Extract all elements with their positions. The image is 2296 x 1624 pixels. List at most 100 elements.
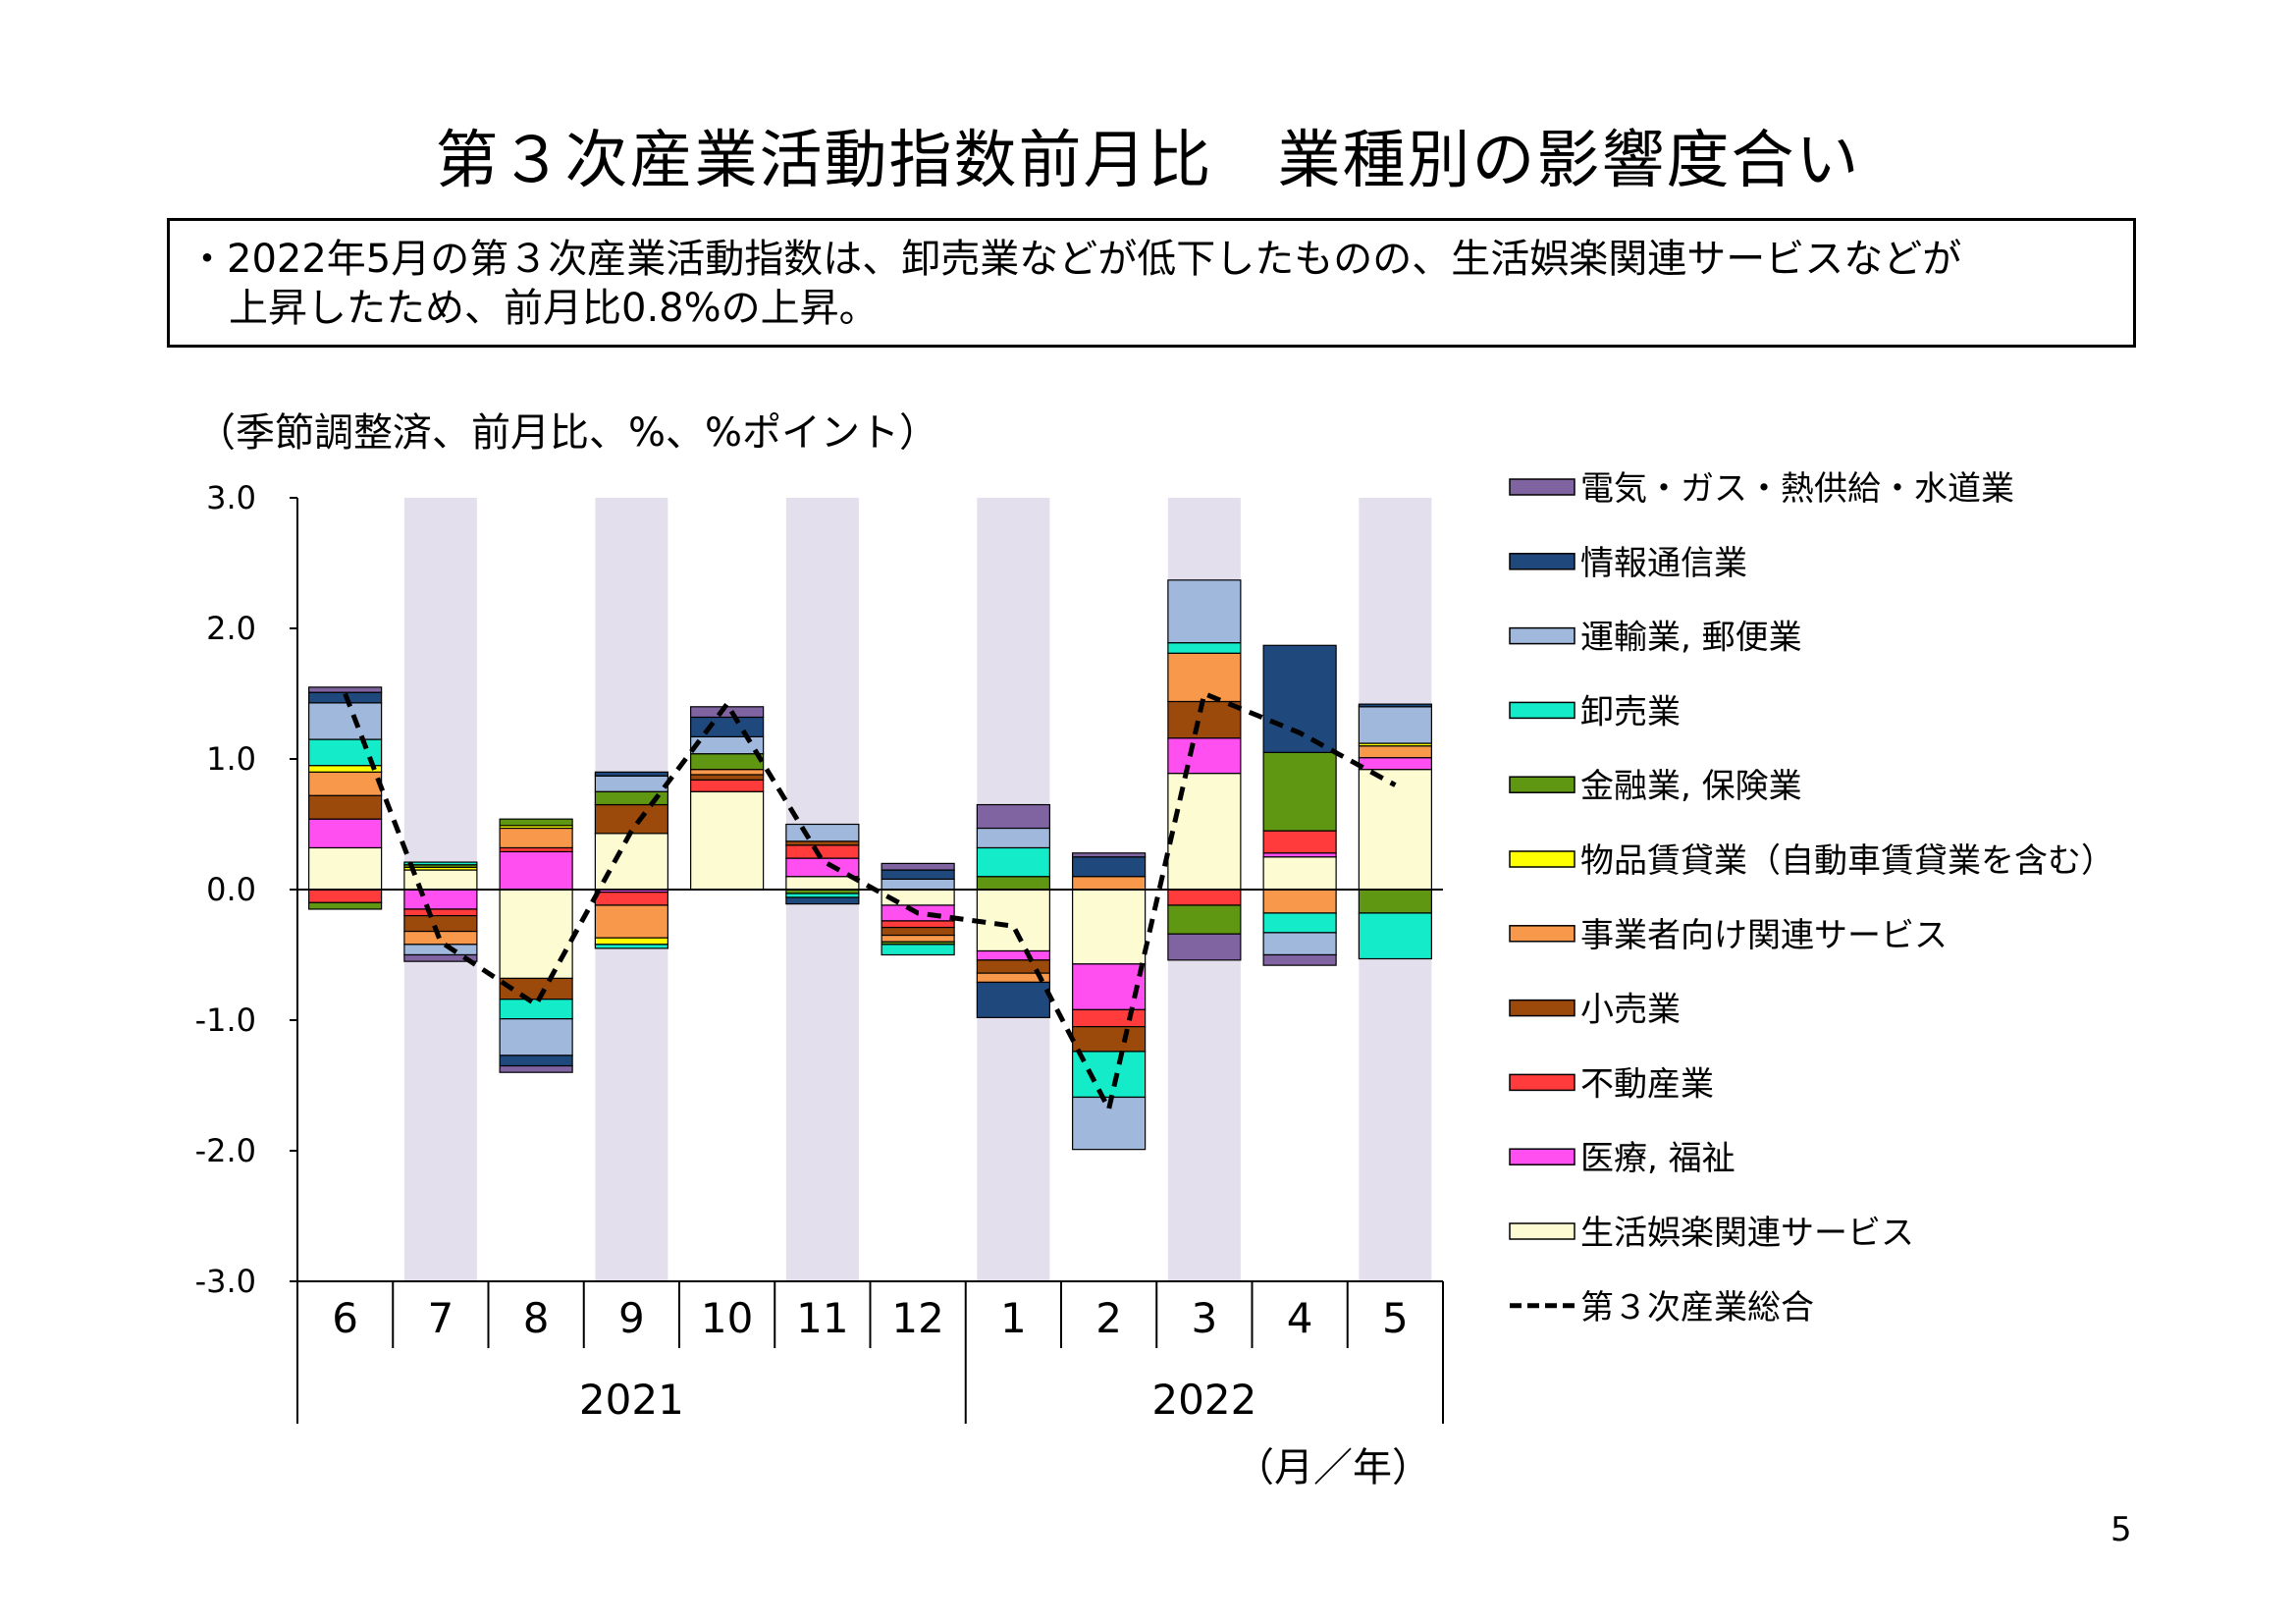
bar-segment-7-s4 (403, 930, 478, 946)
bar-segment-12-s8 (881, 878, 955, 891)
bar-segment-7-s8 (403, 944, 478, 956)
x-tick-label: 9 (618, 1294, 645, 1342)
bar-segment-5-s9 (1358, 703, 1432, 708)
bar-segment-2-s0 (1072, 889, 1147, 965)
bar-segment-7-s7 (403, 861, 478, 866)
bar-segment-6-s10 (308, 686, 383, 693)
bar-segment-3-s10 (1167, 933, 1242, 961)
bar-segment-9-s5 (594, 937, 668, 946)
bar-segment-8-s10 (499, 1064, 573, 1073)
bar-segment-3-s0 (1167, 773, 1242, 891)
legend-label: 金融業, 保険業 (1580, 767, 1802, 806)
bar-segment-8-s1 (499, 850, 573, 891)
bar-segment-12-s4 (881, 934, 955, 943)
year-label: 2022 (1151, 1376, 1256, 1424)
bar-segment-2-s4 (1072, 876, 1147, 891)
legend-swatch (1509, 776, 1575, 793)
x-tick-label: 6 (332, 1294, 358, 1342)
bar-segment-10-s8 (690, 735, 765, 755)
bar-segment-3-s4 (1167, 652, 1242, 703)
legend-label: 第３次産業総合 (1580, 1288, 1814, 1327)
summary-box: ・2022年5月の第３次産業活動指数は、卸売業などが低下したものの、生活娯楽関連… (167, 218, 2136, 348)
bar-segment-1-s1 (976, 949, 1050, 961)
year-label: 2021 (579, 1376, 684, 1424)
bar-segment-2-s1 (1072, 963, 1147, 1010)
page-number: 5 (2110, 1510, 2132, 1549)
bar-segment-12-s10 (881, 862, 955, 871)
x-tick-label: 8 (523, 1294, 550, 1342)
legend-label: 電気・ガス・熱供給・水道業 (1580, 469, 2014, 509)
bar-segment-6-s2 (308, 889, 383, 903)
bar-segment-3-s6 (1167, 904, 1242, 935)
legend-label: 医療, 福祉 (1580, 1139, 1735, 1178)
bar-segment-8-s7 (499, 999, 573, 1020)
bar-segment-4-s10 (1262, 953, 1337, 966)
bar-segment-3-s8 (1167, 579, 1242, 644)
bar-segment-4-s4 (1262, 889, 1337, 914)
legend-label: 物品賃貸業（自動車賃貸業を含む） (1580, 841, 2114, 881)
bar-segment-10-s9 (690, 716, 765, 737)
bar-segment-4-s0 (1262, 856, 1337, 891)
bar-segment-5-s6 (1358, 889, 1432, 914)
legend-label: 運輸業, 郵便業 (1580, 619, 1802, 658)
y-tick-label: -2.0 (195, 1132, 256, 1169)
bar-segment-1-s0 (976, 889, 1050, 952)
legend-label: 事業者向け関連サービス (1580, 916, 1948, 955)
y-tick-label: -1.0 (195, 1001, 256, 1039)
bar-segment-6-s0 (308, 846, 383, 891)
bar-segment-8-s6 (499, 818, 573, 827)
bar-segment-6-s1 (308, 818, 383, 849)
bar-segment-9-s7 (594, 944, 668, 949)
bar-segment-8-s0 (499, 889, 573, 980)
bar-segment-4-s6 (1262, 751, 1337, 832)
bar-segment-1-s10 (976, 803, 1050, 830)
bar-segment-7-s10 (403, 953, 478, 962)
y-tick-label: 3.0 (206, 479, 256, 516)
legend-swatch (1509, 1222, 1575, 1240)
bar-segment-10-s10 (690, 706, 765, 719)
bar-segment-1-s6 (976, 876, 1050, 891)
x-tick-label: 1 (1000, 1294, 1027, 1342)
bar-segment-2-s10 (1072, 852, 1147, 858)
x-tick-label: 11 (796, 1294, 848, 1342)
legend-label: 生活娯楽関連サービス (1580, 1214, 1914, 1253)
bar-segment-9-s2 (594, 892, 668, 906)
summary-line-2: 上昇したため、前月比0.8%の上昇。 (229, 286, 879, 331)
bar-segment-3-s3 (1167, 700, 1242, 739)
x-axis-unit: （月／年） (1235, 1445, 1431, 1490)
bar-segment-12-s2 (881, 920, 955, 929)
bar-segment-3-s7 (1167, 642, 1242, 654)
legend-label: 不動産業 (1580, 1064, 1714, 1104)
bar-segment-1-s8 (976, 827, 1050, 849)
y-tick-label: 2.0 (206, 610, 256, 647)
bar-segment-11-s0 (785, 876, 860, 891)
bar-segment-12-s7 (881, 944, 955, 956)
bar-segment-7-s2 (403, 908, 478, 917)
bar-segment-8-s9 (499, 1055, 573, 1067)
bar-segment-5-s7 (1358, 912, 1432, 960)
bar-segment-4-s7 (1262, 912, 1337, 934)
bar-segment-10-s3 (690, 774, 765, 781)
bar-segment-6-s4 (308, 771, 383, 796)
legend-swatch (1509, 850, 1575, 868)
bar-segment-2-s9 (1072, 856, 1147, 878)
bar-segment-5-s8 (1358, 706, 1432, 744)
x-tick-label: 10 (701, 1294, 753, 1342)
bar-segment-12-s3 (881, 926, 955, 937)
legend-swatch (1509, 1148, 1575, 1165)
bar-segment-7-s1 (403, 889, 478, 910)
bar-segment-11-s9 (785, 896, 860, 905)
legend-swatch (1509, 626, 1575, 645)
bar-segment-11-s8 (785, 823, 860, 842)
bar-segment-10-s6 (690, 753, 765, 771)
bar-segment-2-s2 (1072, 1008, 1147, 1028)
page-title: 第３次産業活動指数前月比 業種別の影響度合い (435, 125, 1861, 197)
legend-label: 卸売業 (1580, 692, 1681, 731)
y-tick-label: -3.0 (195, 1263, 256, 1300)
bar-segment-10-s2 (690, 779, 765, 792)
bar-segment-8-s8 (499, 1018, 573, 1056)
legend-swatch (1509, 999, 1575, 1017)
bar-segment-1-s7 (976, 846, 1050, 878)
bar-segment-7-s3 (403, 914, 478, 933)
